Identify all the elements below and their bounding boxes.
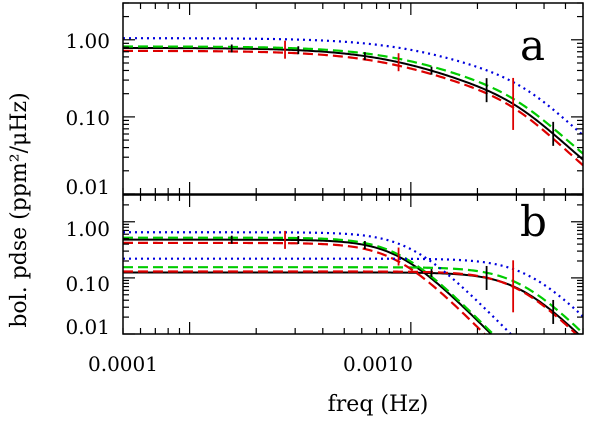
series-line-a-3 <box>123 49 583 167</box>
panel-b-label: b <box>520 197 547 246</box>
x-tick-label-2: 0.0010 <box>343 352 413 376</box>
series-line-b-3 <box>123 236 495 334</box>
series-line-b-4 <box>123 266 583 334</box>
series-line-b-1 <box>123 238 493 334</box>
y-tick-label-a-2: 0.10 <box>65 106 110 130</box>
axes-frame <box>122 2 584 335</box>
series-line-a-2 <box>123 45 583 155</box>
panel-a <box>123 37 583 167</box>
y-tick-label-b-2: 0.10 <box>65 272 110 296</box>
plot-frame-b <box>122 194 584 335</box>
panel-a-label: a <box>520 21 545 70</box>
y-tick-label-b-1: 1.00 <box>65 217 110 241</box>
panel-b <box>123 230 583 334</box>
y-tick-label-a-3: 0.01 <box>65 175 110 199</box>
series-line-a-1 <box>123 46 583 161</box>
y-tick-label-b-3: 0.01 <box>65 315 110 339</box>
x-tick-label-1: 0.0001 <box>88 352 158 376</box>
series-line-b-6 <box>123 270 578 334</box>
series-line-b-7 <box>123 231 513 334</box>
plot-frame-a <box>122 2 584 195</box>
y-tick-label-a-1: 1.00 <box>65 29 110 53</box>
x-axis-label: freq (Hz) <box>328 392 429 417</box>
series-line-b-5 <box>123 241 486 334</box>
y-axis-label: bol. pdse (ppm²/μHz) <box>7 92 32 327</box>
